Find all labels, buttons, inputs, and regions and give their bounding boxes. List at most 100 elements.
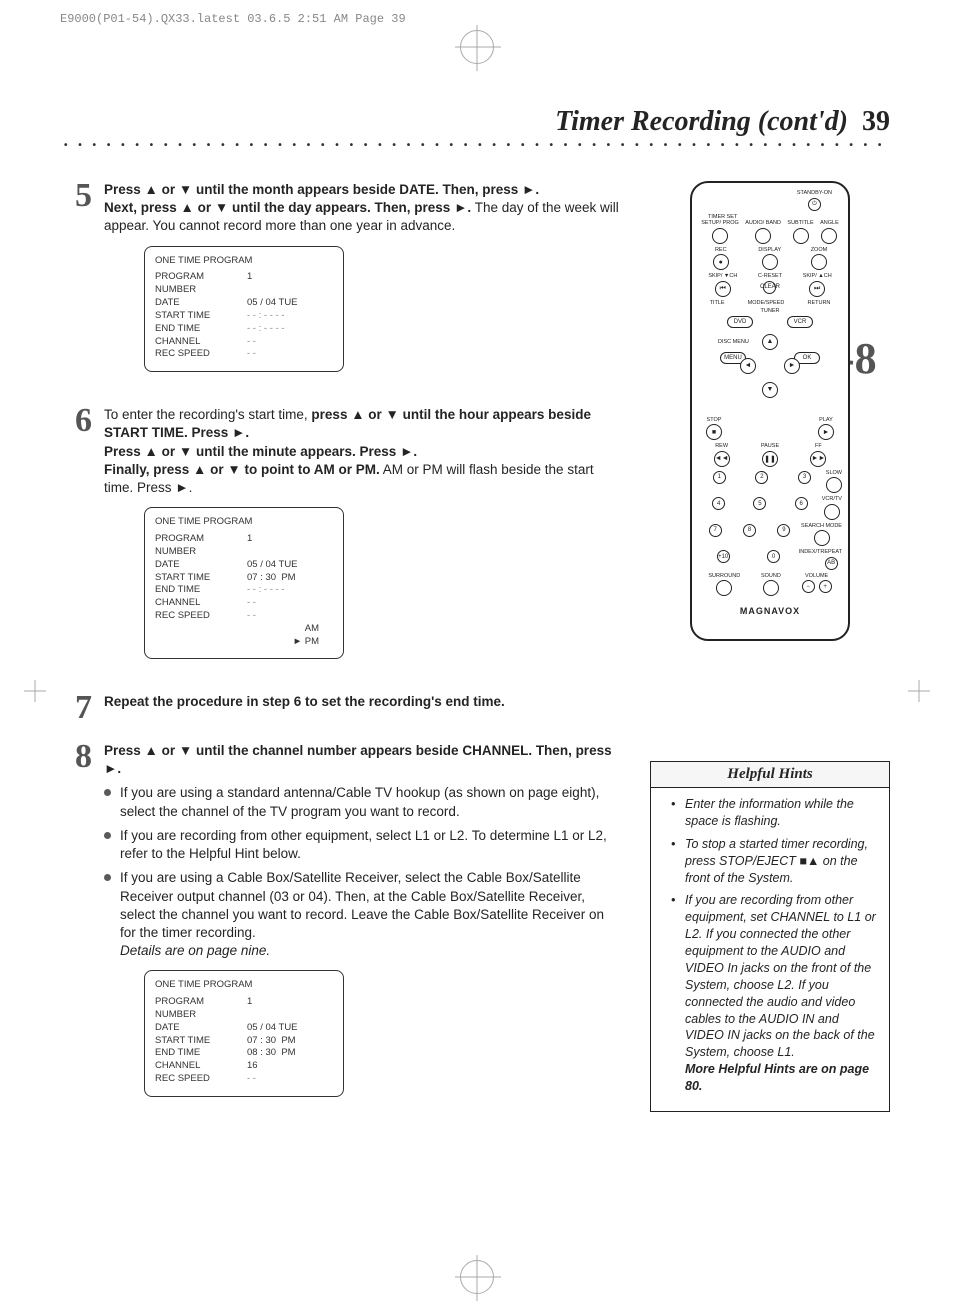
remote-label: C-RESET	[758, 274, 782, 280]
audio-button	[755, 228, 771, 244]
hint-item: If you are recording from other equipmen…	[675, 892, 879, 1095]
osd-val: 05 / 04 TUE	[247, 1022, 333, 1035]
setup-button	[712, 228, 728, 244]
osd-val: - - : - - - -	[247, 310, 333, 323]
osd-title: ONE TIME PROGRAM	[155, 516, 333, 529]
vol-down-button: −	[802, 580, 815, 593]
step-6: 6 To enter the recording's start time, p…	[64, 406, 622, 675]
step-number: 5	[64, 181, 92, 388]
remote-label: SURROUND	[708, 574, 740, 580]
osd-val: - -	[247, 597, 333, 610]
osd-val: - - : - - - -	[247, 323, 333, 336]
osd-val: 1	[247, 996, 333, 1022]
key-plus10: +10	[717, 550, 730, 563]
dot-rule: • • • • • • • • • • • • • • • • • • • • …	[64, 140, 890, 151]
sound-button	[763, 580, 779, 596]
osd-title: ONE TIME PROGRAM	[155, 255, 333, 268]
vcr-button: VCR	[787, 316, 813, 328]
osd-label: REC SPEED	[155, 1073, 247, 1086]
up-button: ▲	[762, 334, 778, 350]
osd-label: PROGRAM NUMBER	[155, 533, 247, 559]
crop-mark-left	[24, 680, 46, 702]
search-button	[814, 530, 830, 546]
osd-label: CHANNEL	[155, 597, 247, 610]
key-1: 1	[713, 471, 726, 484]
stop-eject-icon: ■▲	[799, 854, 819, 868]
remote-label: RETURN	[807, 301, 830, 307]
osd-val: - - : - - - -	[247, 584, 333, 597]
zoom-button	[811, 254, 827, 270]
ff-button: ►►	[810, 451, 826, 467]
step-7: 7 Repeat the procedure in step 6 to set …	[64, 693, 622, 724]
osd-label: PROGRAM NUMBER	[155, 996, 247, 1022]
key-9: 9	[777, 524, 790, 537]
skip-down-button: ⏮	[715, 281, 731, 297]
hint3-text: If you are recording from other equipmen…	[685, 893, 876, 1059]
osd-val: - -	[247, 610, 333, 623]
osd-val: 07 : 30 PM	[247, 1035, 333, 1048]
osd-val: 05 / 04 TUE	[247, 559, 333, 572]
key-3: 3	[798, 471, 811, 484]
remote-label: AUDIO/ BAND	[745, 221, 781, 227]
standby-button: ⏻	[808, 198, 821, 211]
vol-up-button: +	[819, 580, 832, 593]
step6-bold2: Press ▲ or ▼ until the minute appears. P…	[104, 444, 417, 459]
step-8: 8 Press ▲ or ▼ until the channel number …	[64, 742, 622, 1113]
step-number: 7	[64, 693, 92, 724]
vcrtv-button	[824, 504, 840, 520]
dvd-button: DVD	[727, 316, 753, 328]
hint3-bold: More Helpful Hints are on page 80.	[685, 1062, 869, 1093]
key-7: 7	[709, 524, 722, 537]
step8-bullet: If you are using a standard antenna/Cabl…	[104, 784, 622, 820]
play-button: ►	[818, 424, 834, 440]
osd-label: DATE	[155, 559, 247, 572]
step6-bold3: Finally, press ▲ or ▼ to point to AM or …	[104, 462, 380, 477]
crop-mark-right	[908, 680, 930, 702]
osd-label: CHANNEL	[155, 1060, 247, 1073]
step-number: 8	[64, 742, 92, 1113]
step-5: 5 Press ▲ or ▼ until the month appears b…	[64, 181, 622, 388]
remote-label: PLAY	[819, 418, 833, 424]
osd-pm: ► PM	[155, 636, 333, 649]
remote-label: REPEAT	[820, 550, 842, 556]
helpful-hints-box: Helpful Hints Enter the information whil…	[650, 761, 890, 1112]
page-title-text: Timer Recording (cont'd)	[555, 106, 848, 137]
osd-val: - -	[247, 336, 333, 349]
osd-label: END TIME	[155, 1047, 247, 1060]
hint-item: Enter the information while the space is…	[675, 796, 879, 830]
step8-li3-text: If you are using a Cable Box/Satellite R…	[120, 870, 604, 940]
step-number: 6	[64, 406, 92, 675]
step8-li3-ital: Details are on page nine.	[120, 943, 270, 958]
surround-button	[716, 580, 732, 596]
osd-val: 16	[247, 1060, 333, 1073]
remote-label: DISPLAY	[758, 248, 781, 254]
rec-button: ●	[713, 254, 729, 270]
remote-label: SKIP/ ▼CH	[708, 274, 737, 280]
remote-label: FF	[815, 444, 822, 450]
osd-val: 07 : 30 PM	[247, 572, 333, 585]
osd-label: END TIME	[155, 584, 247, 597]
osd-label: DATE	[155, 297, 247, 310]
remote-label: ZOOM	[811, 248, 828, 254]
osd-label: START TIME	[155, 310, 247, 323]
osd-val: 05 / 04 TUE	[247, 297, 333, 310]
remote-label: MODE/SPEED	[748, 301, 785, 307]
osd-am: AM	[155, 623, 333, 636]
down-button: ▼	[762, 382, 778, 398]
left-button: ◄	[740, 358, 756, 374]
step7-bold: Repeat the procedure in step 6 to set th…	[104, 694, 505, 709]
remote-label: ANGLE	[820, 221, 839, 227]
key-4: 4	[712, 497, 725, 510]
crop-mark-top	[460, 30, 494, 64]
osd-label: REC SPEED	[155, 348, 247, 361]
step8-bold: Press ▲ or ▼ until the channel number ap…	[104, 743, 612, 776]
osd-val: - -	[247, 1073, 333, 1086]
hint-item: To stop a started timer recording, press…	[675, 836, 879, 887]
display-button	[762, 254, 778, 270]
slow-button	[826, 477, 842, 493]
remote-label: SEARCH MODE	[801, 524, 842, 530]
osd-label: DATE	[155, 1022, 247, 1035]
angle-button	[821, 228, 837, 244]
right-column: 5-8 STANDBY-ON⏻ TIMER SET SETUP/ PROG AU…	[650, 181, 890, 1131]
key-6: 6	[795, 497, 808, 510]
